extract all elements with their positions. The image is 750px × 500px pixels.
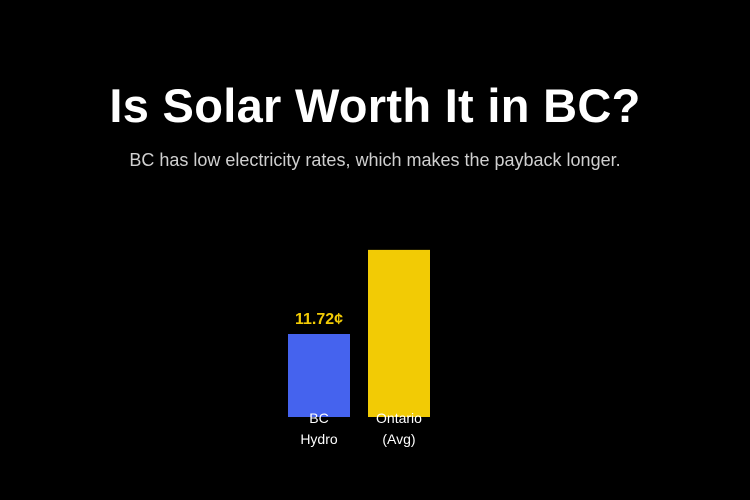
data-label: 11.72¢ xyxy=(295,311,343,328)
category-label: (Avg) xyxy=(382,431,415,447)
category-label: Ontario xyxy=(376,410,422,426)
chart-subtitle: BC has low electricity rates, which make… xyxy=(129,150,621,170)
chart-title: Is Solar Worth It in BC? xyxy=(109,79,641,132)
category-label: Hydro xyxy=(300,431,338,447)
bar-0 xyxy=(288,334,350,417)
bar-1 xyxy=(368,249,430,417)
category-label: BC xyxy=(309,410,328,426)
